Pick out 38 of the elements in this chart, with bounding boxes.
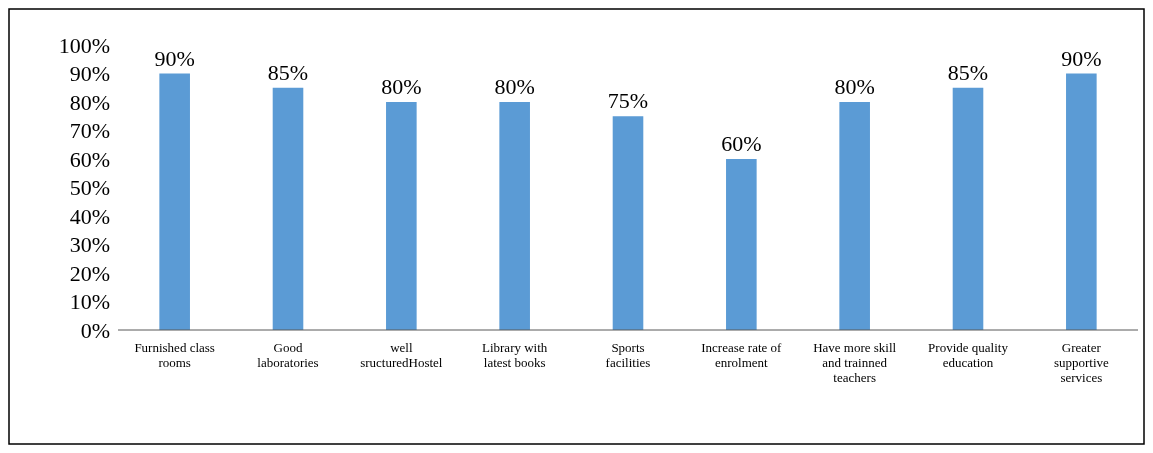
bar <box>272 87 304 330</box>
y-tick-label: 90% <box>69 61 110 87</box>
bar <box>386 102 417 330</box>
x-tick-label: Library with latest books <box>481 340 548 370</box>
data-label: 80% <box>494 74 535 99</box>
bar <box>839 102 870 330</box>
data-label: 90% <box>154 45 195 71</box>
bar <box>1066 73 1097 330</box>
data-label: 80% <box>381 74 422 99</box>
data-label: 85% <box>267 59 309 85</box>
data-label: 85% <box>947 59 989 85</box>
x-tick-label: Greater supportive services <box>1053 340 1109 385</box>
y-tick-label: 70% <box>69 118 110 144</box>
bar <box>726 159 757 330</box>
x-tick-label: Furnished class rooms <box>134 340 215 370</box>
bar <box>499 102 530 330</box>
y-tick-label: 80% <box>69 89 110 115</box>
data-label: 75% <box>607 88 649 114</box>
y-tick-label: 100% <box>58 32 110 58</box>
y-tick-label: 40% <box>69 203 110 229</box>
data-label: 90% <box>1061 45 1102 71</box>
x-tick-label: Increase rate of enrolment <box>701 340 783 370</box>
y-tick-label: 10% <box>69 289 110 315</box>
data-label: 80% <box>834 74 875 99</box>
y-tick-label: 20% <box>69 260 110 286</box>
y-tick-label: 60% <box>69 146 110 172</box>
bar <box>612 116 644 330</box>
x-tick-label: Sports facilities <box>605 340 651 370</box>
data-label: 60% <box>721 131 762 156</box>
x-tick-label: Have more skill and trainned teachers <box>813 340 897 385</box>
x-tick-label: Provide quality education <box>928 340 1009 370</box>
x-tick-label: well sructuredHostel <box>360 340 443 370</box>
y-tick-label: 0% <box>80 317 110 343</box>
y-tick-label: 30% <box>69 232 110 258</box>
bar <box>952 87 984 330</box>
y-tick-label: 50% <box>69 175 110 201</box>
x-tick-label: Good laboratories <box>257 340 319 370</box>
bar <box>159 73 190 330</box>
